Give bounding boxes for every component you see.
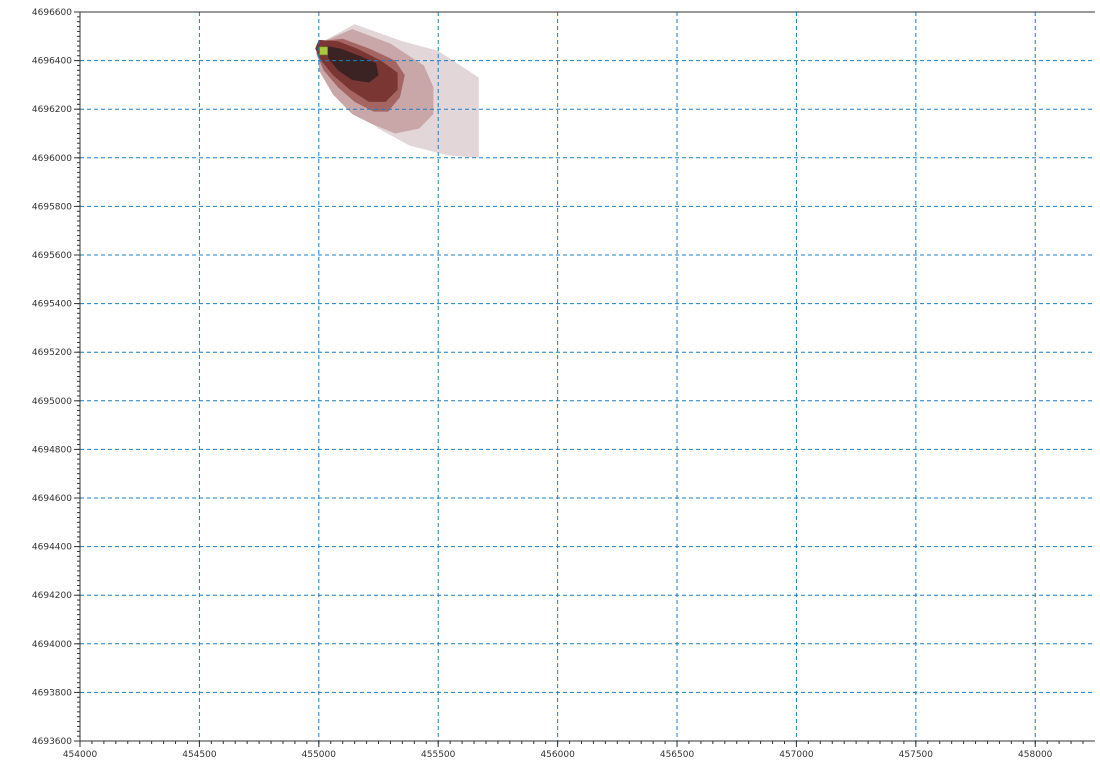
x-tick-label: 454000 [63,750,98,760]
y-tick-label: 4694400 [32,543,72,553]
plume-contour-5 [326,46,379,83]
y-tick-label: 4694000 [32,640,72,650]
y-tick-label: 4695600 [32,251,72,261]
x-tick-label: 457500 [899,750,934,760]
x-tick-label: 455500 [421,750,456,760]
y-tick-label: 4694600 [32,494,72,504]
y-tick-label: 4696000 [32,154,72,164]
marker-layer [319,46,328,56]
x-tick-label: 454500 [182,750,217,760]
y-tick-label: 4695800 [32,202,72,212]
x-tick-label: 456000 [540,750,575,760]
source-marker[interactable] [319,46,328,56]
x-tick-label: 458000 [1018,750,1053,760]
y-tick-label: 4693800 [32,688,72,698]
plume-layer [315,24,479,158]
y-tick-label: 4696600 [32,8,72,18]
x-tick-label: 456500 [660,750,695,760]
y-tick-label: 4695200 [32,348,72,358]
axis-layer: 454000 454500 455000 455500 456000 456500 4570… [32,8,1095,760]
x-tick-label: 455000 [302,750,337,760]
y-tick-label: 4696400 [32,57,72,67]
y-tick-label: 4693600 [32,737,72,747]
y-tick-label: 4696200 [32,105,72,115]
grid-layer [80,11,1095,741]
y-tick-label: 4695000 [32,397,72,407]
x-tick-label: 457000 [779,750,814,760]
y-tick-label: 4694200 [32,591,72,601]
y-tick-label: 4694800 [32,445,72,455]
y-tick-label: 4695400 [32,300,72,310]
